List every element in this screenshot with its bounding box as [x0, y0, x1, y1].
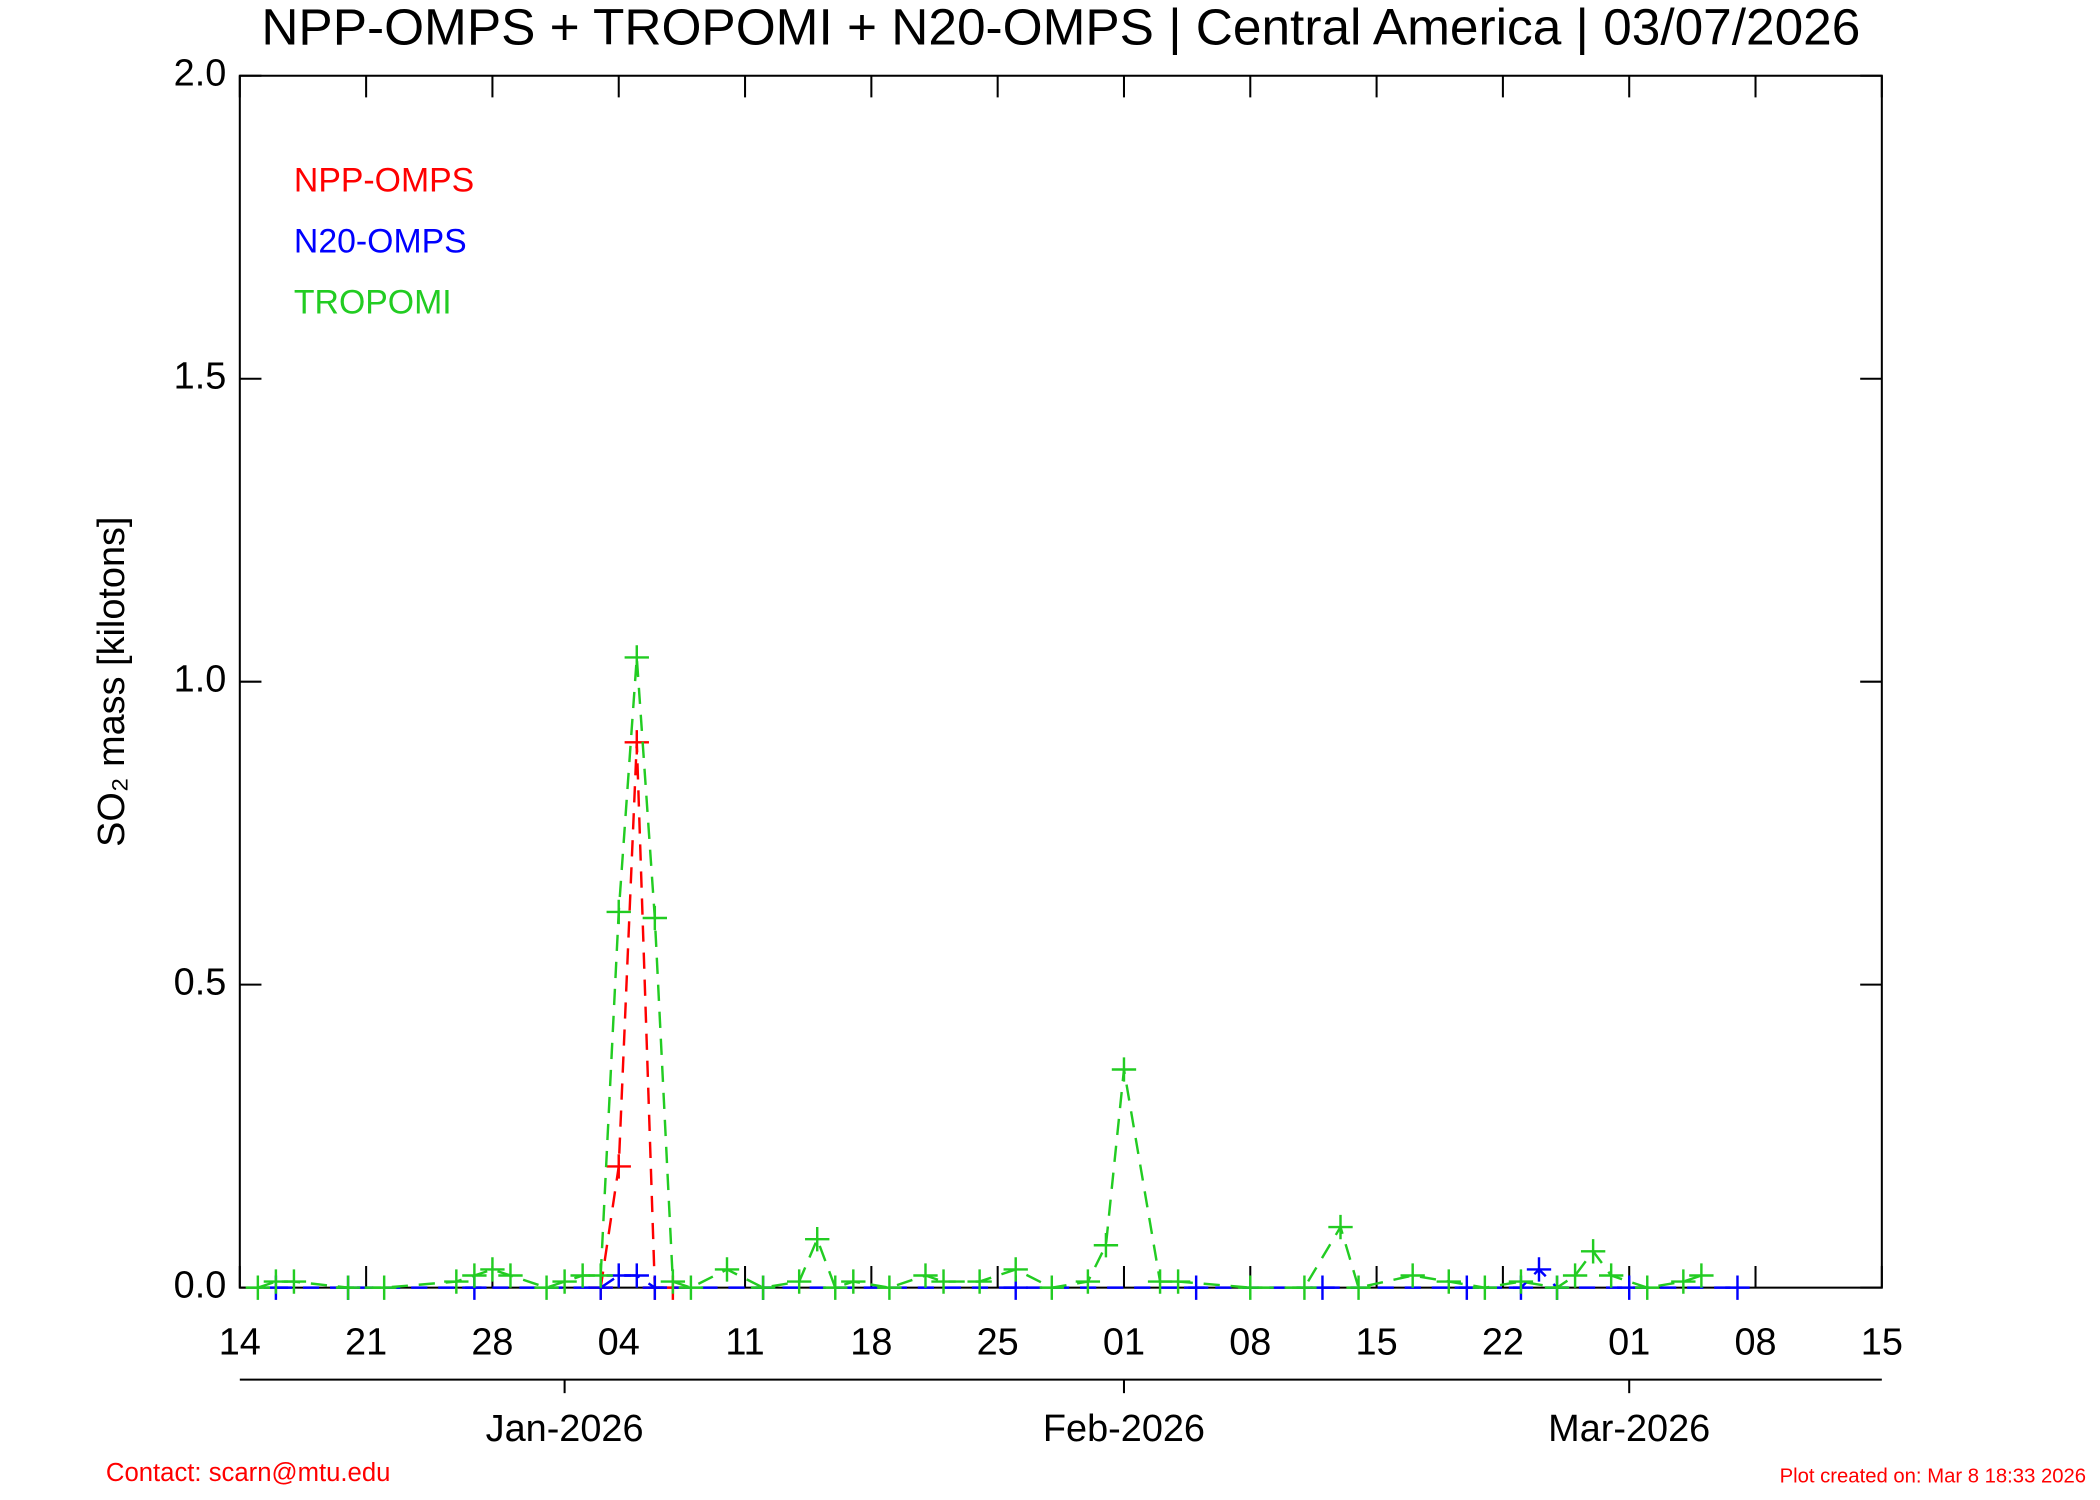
y-tick-label: 0.0 — [174, 1265, 227, 1307]
x-tick-label: 15 — [1356, 1321, 1398, 1363]
point-marker — [1544, 1275, 1570, 1300]
x-tick-label: 25 — [977, 1321, 1019, 1363]
x-tick-label: 28 — [471, 1321, 513, 1363]
point-marker — [1508, 1269, 1534, 1294]
point-marker — [678, 1275, 704, 1300]
point-marker — [660, 1269, 686, 1294]
point-marker — [1292, 1275, 1317, 1300]
point-marker — [1093, 1233, 1119, 1258]
point-marker — [624, 730, 649, 755]
point-marker — [823, 1275, 848, 1300]
point-marker — [335, 1275, 361, 1300]
point-marker — [1671, 1269, 1696, 1294]
legend-entry: TROPOMI — [294, 283, 452, 321]
point-marker — [1238, 1275, 1263, 1300]
point-marker — [1598, 1263, 1624, 1288]
point-marker — [1003, 1257, 1028, 1282]
point-marker — [1111, 1057, 1137, 1082]
y-axis-label: SO₂ mass [kilotons] — [91, 517, 133, 847]
y-tick-label: 0.5 — [174, 962, 227, 1004]
created-note: Plot created on: Mar 8 18:33 2026 — [1780, 1465, 2086, 1487]
x-tick-label: 04 — [598, 1321, 640, 1363]
point-marker — [606, 1154, 631, 1179]
point-marker — [588, 1263, 613, 1288]
x-tick-label: 15 — [1861, 1321, 1903, 1363]
y-tick-label: 1.5 — [174, 356, 227, 398]
y-tick-label: 1.0 — [174, 659, 227, 701]
point-marker — [841, 1269, 866, 1294]
point-marker — [534, 1275, 559, 1300]
point-marker — [1562, 1263, 1588, 1288]
point-marker — [1436, 1269, 1461, 1294]
series-line — [257, 657, 1702, 1290]
point-marker — [552, 1269, 577, 1294]
legend-entry: NPP-OMPS — [294, 162, 474, 200]
point-marker — [498, 1263, 523, 1288]
point-marker — [1635, 1275, 1660, 1300]
point-marker — [444, 1269, 469, 1294]
point-marker — [624, 1263, 649, 1288]
contact-note: Contact: scarn@mtu.edu — [106, 1459, 391, 1487]
point-marker — [750, 1275, 776, 1300]
y-tick-label: 2.0 — [174, 53, 227, 95]
month-label: Feb-2026 — [1043, 1408, 1205, 1450]
month-label: Jan-2026 — [486, 1408, 644, 1450]
point-marker — [787, 1269, 812, 1294]
point-marker — [1075, 1269, 1101, 1294]
x-tick-label: 01 — [1608, 1321, 1650, 1363]
x-tick-label: 22 — [1482, 1321, 1524, 1363]
x-tick-label: 01 — [1103, 1321, 1145, 1363]
point-marker — [714, 1257, 740, 1282]
legend-entry: N20-OMPS — [294, 222, 467, 260]
point-marker — [1689, 1263, 1714, 1288]
x-tick-label: 08 — [1229, 1321, 1271, 1363]
point-marker — [480, 1257, 505, 1282]
point-marker — [1580, 1239, 1606, 1264]
chart-title: NPP-OMPS + TROPOMI + N20-OMPS | Central … — [261, 0, 1860, 56]
point-marker — [624, 645, 649, 670]
x-tick-label: 14 — [219, 1321, 261, 1363]
point-marker — [281, 1269, 307, 1294]
point-marker — [877, 1275, 902, 1300]
point-marker — [245, 1275, 271, 1300]
point-marker — [1526, 1257, 1552, 1282]
point-marker — [642, 1275, 667, 1300]
point-marker — [913, 1263, 938, 1288]
point-marker — [967, 1269, 992, 1294]
point-marker — [642, 905, 667, 931]
x-tick-label: 18 — [850, 1321, 892, 1363]
point-marker — [805, 1226, 830, 1252]
x-tick-label: 08 — [1734, 1321, 1776, 1363]
point-marker — [606, 899, 631, 925]
point-marker — [1725, 1275, 1750, 1300]
point-marker — [1183, 1275, 1209, 1300]
series-line — [599, 742, 673, 1289]
point-marker — [462, 1263, 487, 1288]
point-marker — [931, 1269, 956, 1294]
point-marker — [1472, 1275, 1498, 1300]
point-marker — [1328, 1214, 1353, 1240]
point-marker — [1165, 1269, 1191, 1294]
point-marker — [371, 1275, 397, 1300]
point-marker — [1346, 1275, 1371, 1300]
x-tick-label: 11 — [725, 1321, 764, 1363]
point-marker — [1039, 1275, 1064, 1300]
plot-frame — [238, 74, 1883, 1289]
month-label: Mar-2026 — [1548, 1408, 1710, 1450]
point-marker — [1400, 1263, 1425, 1288]
x-tick-label: 21 — [345, 1321, 387, 1363]
